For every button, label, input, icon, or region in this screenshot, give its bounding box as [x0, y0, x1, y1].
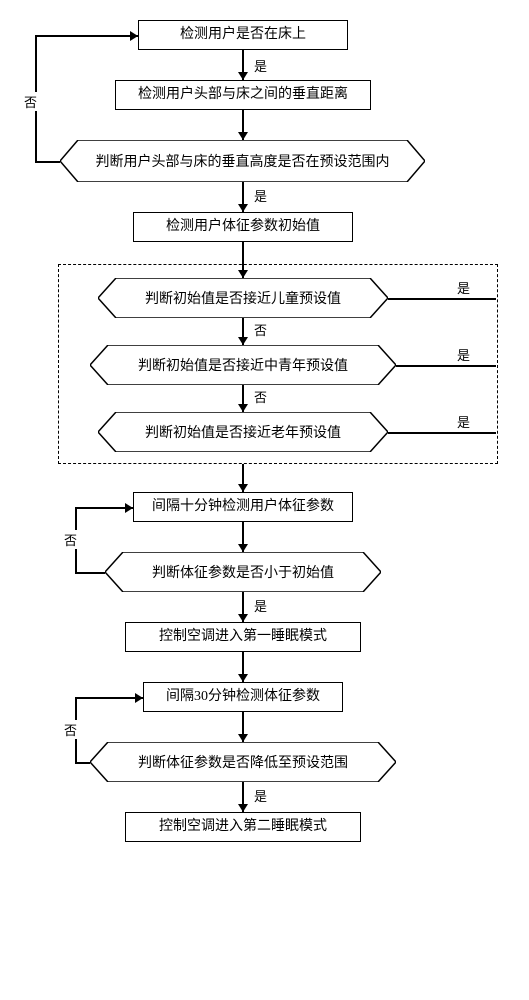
edge-label-yes: 是 [252, 56, 269, 75]
node-text: 控制空调进入第一睡眠模式 [159, 628, 327, 646]
arrowhead [238, 484, 248, 492]
process-n2: 检测用户头部与床之间的垂直距离 [115, 80, 371, 110]
process-n11: 间隔30分钟检测体征参数 [143, 682, 343, 712]
arrowhead [238, 72, 248, 80]
node-text: 间隔30分钟检测体征参数 [166, 688, 320, 706]
process-n13: 控制空调进入第二睡眠模式 [125, 812, 361, 842]
edge-n7-yes [388, 432, 496, 434]
arrowhead [130, 31, 138, 41]
edge-n12-no-h2 [75, 697, 143, 699]
arrowhead [238, 734, 248, 742]
edge-n3-no-h2 [35, 35, 138, 37]
edge-label-yes: 是 [252, 786, 269, 805]
edge-n3-no-h [35, 161, 60, 163]
edge-label-yes: 是 [455, 412, 472, 431]
process-n8: 间隔十分钟检测用户体征参数 [133, 492, 353, 522]
edge-label-no: 否 [252, 387, 269, 406]
arrowhead [238, 674, 248, 682]
arrowhead [238, 804, 248, 812]
edge-label-yes: 是 [252, 596, 269, 615]
edge-label-yes: 是 [455, 345, 472, 364]
decision-n12: 判断体征参数是否降低至预设范围 [90, 742, 396, 782]
decision-n6: 判断初始值是否接近中青年预设值 [90, 345, 396, 385]
arrowhead [238, 132, 248, 140]
node-text: 检测用户头部与床之间的垂直距离 [138, 86, 348, 104]
arrowhead [238, 544, 248, 552]
decision-n7: 判断初始值是否接近老年预设值 [98, 412, 388, 452]
process-n4: 检测用户体征参数初始值 [133, 212, 353, 242]
edge-n9-no-h [75, 572, 105, 574]
decision-n9: 判断体征参数是否小于初始值 [105, 552, 381, 592]
edge-label-no: 否 [62, 720, 79, 739]
node-text: 间隔十分钟检测用户体征参数 [152, 498, 334, 516]
edge-n12-no-h [75, 762, 90, 764]
flowchart-container: 是 否 是 否 否 是 是 是 否 是 [20, 20, 510, 980]
edge-label-no: 否 [22, 92, 39, 111]
arrowhead [125, 503, 133, 513]
arrowhead [238, 204, 248, 212]
decision-n5: 判断初始值是否接近儿童预设值 [98, 278, 388, 318]
arrowhead [135, 693, 143, 703]
edge-label-yes: 是 [455, 278, 472, 297]
edge-label-yes: 是 [252, 186, 269, 205]
arrowhead [238, 337, 248, 345]
decision-n3: 判断用户头部与床的垂直高度是否在预设范围内 [60, 140, 425, 182]
arrowhead [238, 614, 248, 622]
arrowhead [238, 404, 248, 412]
edge-n6-yes [396, 365, 496, 367]
process-n1: 检测用户是否在床上 [138, 20, 348, 50]
edge-n5-yes [388, 298, 496, 300]
arrowhead [238, 270, 248, 278]
edge-label-no: 否 [252, 320, 269, 339]
process-n10: 控制空调进入第一睡眠模式 [125, 622, 361, 652]
node-text: 控制空调进入第二睡眠模式 [159, 818, 327, 836]
edge-label-no: 否 [62, 530, 79, 549]
node-text: 检测用户体征参数初始值 [166, 218, 320, 236]
node-text: 检测用户是否在床上 [180, 26, 306, 44]
